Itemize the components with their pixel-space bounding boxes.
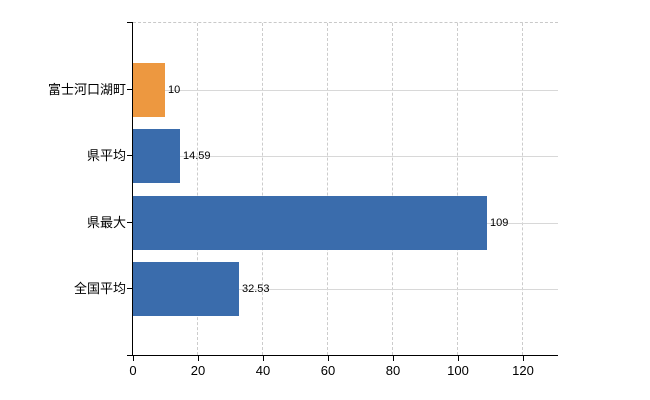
- y-axis-label: 県最大: [86, 215, 126, 230]
- x-axis-tick: [328, 356, 329, 361]
- y-axis-tick: [127, 155, 133, 156]
- y-axis-tick: [127, 288, 133, 289]
- bar-2: [133, 196, 487, 250]
- y-axis-tick: [127, 222, 133, 223]
- bar-1: [133, 129, 180, 183]
- x-axis-tick: [133, 356, 134, 361]
- x-axis-tick: [458, 356, 459, 361]
- x-axis-label: 120: [512, 363, 534, 378]
- bar-value-label: 14.59: [183, 150, 211, 162]
- bar-value-label: 10: [168, 84, 181, 96]
- vertical-gridline: [196, 23, 198, 355]
- y-axis-tick: [127, 355, 133, 356]
- x-axis-label: 0: [129, 363, 137, 378]
- y-axis-tick: [127, 22, 133, 23]
- x-axis-label: 100: [447, 363, 469, 378]
- horizontal-gridline: [133, 90, 558, 91]
- x-axis-label: 20: [190, 363, 206, 378]
- x-axis-tick: [393, 356, 394, 361]
- bar-3: [133, 262, 239, 316]
- y-axis-tick: [127, 89, 133, 90]
- horizontal-gridline: [133, 289, 558, 290]
- vertical-gridline: [456, 23, 458, 355]
- vertical-gridline: [261, 23, 263, 355]
- x-axis-tick: [198, 356, 199, 361]
- x-axis-line: [127, 355, 558, 356]
- x-axis-tick: [523, 356, 524, 361]
- x-axis-label: 60: [320, 363, 336, 378]
- y-axis-line: [132, 22, 133, 356]
- x-axis-label: 40: [255, 363, 271, 378]
- horizontal-gridline: [133, 156, 558, 157]
- vertical-gridline: [326, 23, 328, 355]
- x-axis-tick: [263, 356, 264, 361]
- vertical-gridline: [391, 23, 393, 355]
- x-axis-label: 80: [385, 363, 401, 378]
- y-axis-label: 県平均: [86, 148, 126, 163]
- plot-area: 10 14.59 109 32.53: [133, 22, 558, 355]
- bar-0: [133, 63, 165, 117]
- bar-value-label: 32.53: [242, 283, 270, 295]
- vertical-gridline: [521, 23, 523, 355]
- bar-value-label: 109: [490, 217, 509, 229]
- y-axis-label: 全国平均: [73, 281, 126, 296]
- y-axis-label: 富士河口湖町: [47, 82, 126, 97]
